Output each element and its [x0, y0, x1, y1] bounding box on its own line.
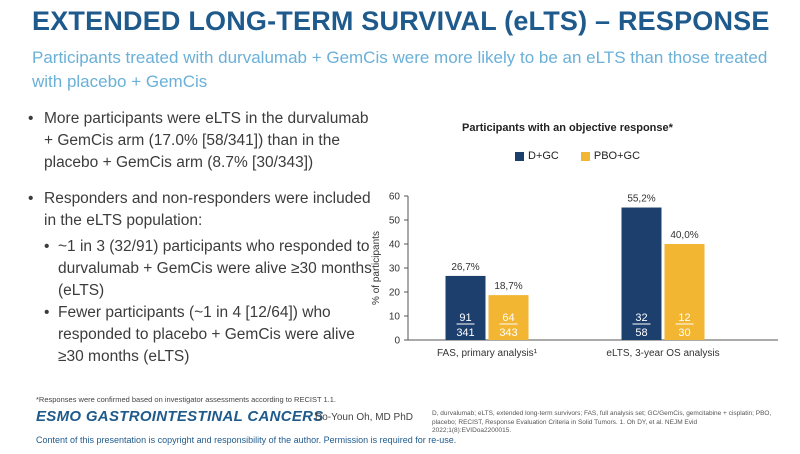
- author-name: Do-Youn Oh, MD PhD: [315, 412, 414, 423]
- legend-item-dgc: D+GC: [515, 150, 559, 162]
- bar-denominator-label: 30: [678, 327, 690, 339]
- bar-value-label: 26,7%: [451, 262, 479, 273]
- legend-swatch-pbogc: [580, 151, 590, 161]
- slide-subtitle: Participants treated with durvalumab + G…: [32, 48, 768, 91]
- sub-bullet-placebo: Fewer participants (~1 in 4 [12/64]) who…: [28, 302, 373, 368]
- esmo-logo: ESMO GASTROINTESTINAL CANCERS: [36, 408, 324, 425]
- bar-numerator-label: 64: [502, 312, 514, 324]
- y-tick-label: 10: [389, 312, 401, 323]
- x-category-label: FAS, primary analysis¹: [437, 348, 538, 359]
- bar-denominator-label: 341: [456, 327, 474, 339]
- bar-denominator-label: 343: [499, 327, 517, 339]
- abbreviations-references: D, durvalumab; eLTS, extended long-term …: [432, 410, 772, 434]
- legend-label-pbogc: PBO+GC: [593, 150, 641, 162]
- bullet-list: More participants were eLTS in the durva…: [28, 108, 373, 368]
- bullet-elts-proportion: More participants were eLTS in the durva…: [28, 108, 373, 174]
- y-tick-label: 40: [389, 240, 401, 251]
- bar-pbogc: [488, 295, 529, 340]
- chart-title: Participants with an objective response*: [462, 122, 673, 134]
- response-footnote: *Responses were confirmed based on inves…: [36, 395, 337, 404]
- bar-numerator-label: 91: [459, 312, 471, 324]
- y-axis-label: % of participants: [371, 231, 382, 305]
- bar-value-label: 40,0%: [670, 230, 698, 241]
- y-tick-label: 60: [389, 192, 401, 203]
- legend-swatch-dgc: [515, 151, 524, 161]
- bar-denominator-label: 58: [635, 327, 647, 339]
- bar-value-label: 55,2%: [627, 194, 655, 205]
- bar-numerator-label: 12: [678, 312, 690, 324]
- bar-value-label: 18,7%: [494, 281, 522, 292]
- copyright-notice: Content of this presentation is copyrigh…: [36, 435, 457, 445]
- sub-bullet-durvalumab: ~1 in 3 (32/91) participants who respond…: [28, 236, 373, 302]
- y-tick-label: 30: [389, 264, 401, 275]
- y-tick-label: 0: [394, 336, 400, 347]
- y-tick-label: 50: [389, 216, 401, 227]
- legend-item-pbogc: PBO+GC: [580, 150, 641, 162]
- slide-title: EXTENDED LONG-TERM SURVIVAL (eLTS) – RES…: [32, 6, 770, 36]
- chart-legend: D+GC PBO+GC: [515, 150, 640, 162]
- legend-label-dgc: D+GC: [528, 150, 559, 162]
- bar-numerator-label: 32: [635, 312, 647, 324]
- bullet-responders: Responders and non-responders were inclu…: [28, 188, 373, 232]
- bar-dgc: [621, 207, 662, 340]
- x-category-label: eLTS, 3-year OS analysis: [606, 348, 719, 359]
- y-tick-label: 20: [389, 288, 401, 299]
- bar-dgc: [445, 275, 486, 340]
- bar-pbogc: [664, 244, 705, 340]
